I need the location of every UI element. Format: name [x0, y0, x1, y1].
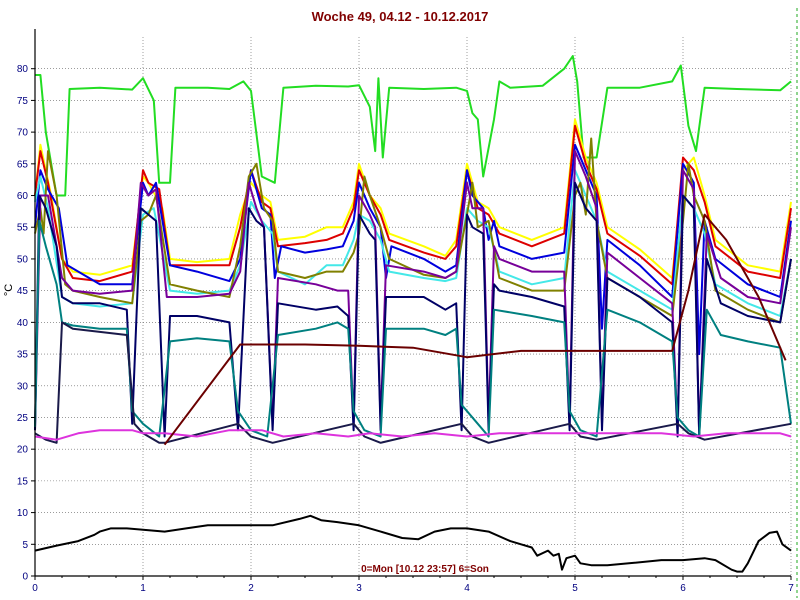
x-tick-label: 3 — [356, 583, 362, 594]
y-tick-label: 25 — [17, 413, 29, 424]
y-tick-label: 35 — [17, 350, 29, 361]
y-tick-label: 70 — [17, 128, 29, 139]
series-line-4 — [34, 143, 792, 356]
series-line-7 — [34, 150, 792, 438]
y-tick-label: 45 — [17, 286, 29, 297]
y-tick-labels: 0 5 10 15 20 25 30 35 40 45 50 55 60 65 70 75 80 — [17, 64, 29, 582]
series-line-12 — [163, 213, 787, 446]
x-tick-label: 7 — [788, 583, 794, 594]
x-tick-label: 0 — [32, 583, 38, 594]
y-tick-label: 15 — [17, 476, 29, 487]
y-tick-label: 50 — [17, 254, 29, 265]
y-tick-label: 0 — [22, 572, 28, 583]
x-tick-label: 2 — [248, 583, 254, 594]
y-tick-label: 65 — [17, 159, 29, 170]
series-line-11 — [34, 429, 792, 441]
y-axis-label: °C — [3, 284, 15, 296]
x-tick-label: 1 — [140, 583, 146, 594]
y-tick-label: 10 — [17, 508, 29, 519]
x-tick-labels: 0 1 2 3 4 5 6 7 — [32, 583, 794, 594]
y-tick-label: 60 — [17, 191, 29, 202]
y-tick-label: 80 — [17, 64, 29, 75]
series-group — [34, 55, 792, 573]
y-tick-label: 55 — [17, 223, 29, 234]
chart-annotation: 0=Mon [10.12 23:57] 6=Son — [361, 564, 489, 575]
y-tick-label: 75 — [17, 96, 29, 107]
x-tick-label: 6 — [680, 583, 686, 594]
series-line-1 — [35, 55, 792, 197]
y-tick-label: 20 — [17, 445, 29, 456]
series-line-13 — [34, 514, 792, 573]
y-tick-label: 30 — [17, 381, 29, 392]
y-tick-label: 5 — [22, 540, 28, 551]
chart-title: Woche 49, 04.12 - 10.12.2017 — [312, 9, 489, 24]
series-line-3 — [34, 124, 792, 286]
y-tick-label: 40 — [17, 318, 29, 329]
x-tick-label: 5 — [572, 583, 578, 594]
x-tick-label: 4 — [464, 583, 470, 594]
axes — [31, 8, 798, 598]
